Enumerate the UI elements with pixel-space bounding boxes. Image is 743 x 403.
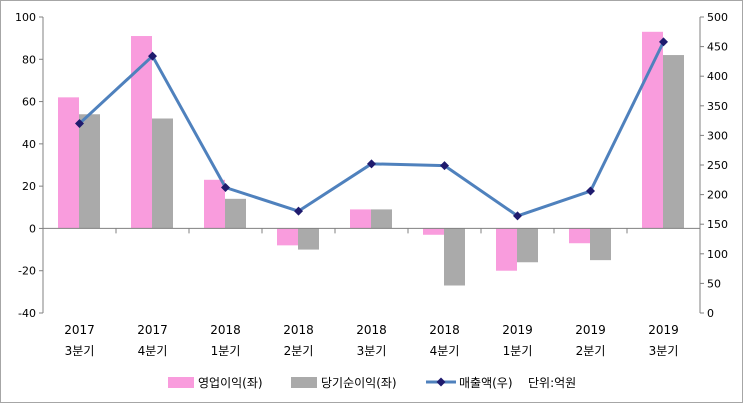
bar-net-income: [298, 228, 319, 250]
bar-net-income: [663, 55, 684, 229]
right-tick-label: 50: [707, 277, 721, 290]
right-tick-label: 250: [707, 159, 728, 172]
right-tick-label: 100: [707, 248, 728, 261]
legend-label-net-income: 당기순이익(좌): [321, 376, 397, 390]
revenue-marker: [367, 159, 376, 169]
left-tick-label: 60: [22, 96, 36, 109]
category-quarter-label: 1분기: [503, 344, 533, 358]
bar-net-income: [225, 198, 246, 229]
line-layer: [75, 37, 668, 221]
category-year-label: 2018: [210, 323, 241, 337]
category-quarter-label: 4분기: [430, 344, 460, 358]
right-tick-label: 150: [707, 218, 728, 231]
left-tick-label: -40: [18, 307, 36, 320]
category-quarter-label: 1분기: [211, 344, 241, 358]
category-quarter-label: 3분기: [357, 344, 387, 358]
right-tick-label: 200: [707, 189, 728, 202]
left-tick-label: 40: [22, 138, 36, 151]
legend-swatch-operating-profit: [168, 377, 194, 388]
category-year-label: 2018: [356, 323, 387, 337]
right-tick-label: 300: [707, 129, 728, 142]
category-quarter-label: 3분기: [649, 344, 679, 358]
left-tick-label: 80: [22, 53, 36, 66]
right-tick-label: 350: [707, 100, 728, 113]
category-year-label: 2019: [648, 323, 679, 337]
left-tick-label: 100: [15, 11, 36, 24]
category-year-label: 2018: [429, 323, 460, 337]
bar-net-income: [371, 209, 392, 229]
category-year-label: 2018: [283, 323, 314, 337]
left-tick-label: 0: [29, 222, 36, 235]
revenue-marker: [513, 211, 522, 221]
category-year-label: 2019: [502, 323, 533, 337]
category-quarter-label: 3분기: [65, 344, 95, 358]
category-quarter-label: 2분기: [576, 344, 606, 358]
legend: 영업이익(좌) 당기순이익(좌) 매출액(우) 단위:억원: [168, 376, 576, 390]
left-tick-label: 20: [22, 180, 36, 193]
revenue-marker: [75, 119, 84, 129]
left-tick-label: -20: [18, 265, 36, 278]
revenue-marker: [221, 182, 230, 192]
bar-operating-profit: [423, 228, 444, 235]
bar-operating-profit: [131, 36, 152, 229]
bar-operating-profit: [350, 209, 371, 229]
bar-operating-profit: [58, 97, 79, 229]
right-tick-label: 400: [707, 70, 728, 83]
right-tick-label: 0: [707, 307, 714, 320]
revenue-marker: [440, 161, 449, 171]
category-quarter-label: 2분기: [284, 344, 314, 358]
revenue-marker: [659, 37, 668, 47]
legend-swatch-revenue-marker: [436, 377, 446, 387]
legend-label-operating-profit: 영업이익(좌): [198, 376, 263, 390]
category-year-label: 2019: [575, 323, 606, 337]
right-tick-label: 500: [707, 11, 728, 24]
bar-net-income: [590, 228, 611, 261]
bar-net-income: [79, 114, 100, 229]
revenue-marker: [294, 206, 303, 216]
right-tick-label: 450: [707, 41, 728, 54]
bar-net-income: [152, 118, 173, 229]
category-quarter-label: 4분기: [138, 344, 168, 358]
legend-swatch-net-income: [291, 377, 317, 388]
bar-operating-profit: [569, 228, 590, 244]
category-year-label: 2017: [64, 323, 95, 337]
revenue-marker: [148, 51, 157, 61]
bars-layer: [58, 31, 684, 286]
category-year-label: 2017: [137, 323, 168, 337]
bar-net-income: [444, 228, 465, 286]
bar-operating-profit: [496, 228, 517, 271]
bar-operating-profit: [642, 31, 663, 229]
legend-label-revenue: 매출액(우): [459, 376, 513, 390]
axes-layer: -40 -20 0 20 40 60 80 100 0 50 100 150 200 250 300 350 4…: [15, 11, 728, 358]
bar-operating-profit: [204, 179, 225, 229]
bar-net-income: [517, 228, 538, 263]
unit-note: 단위:억원: [528, 376, 576, 390]
bar-operating-profit: [277, 228, 298, 246]
revenue-marker: [586, 186, 595, 196]
